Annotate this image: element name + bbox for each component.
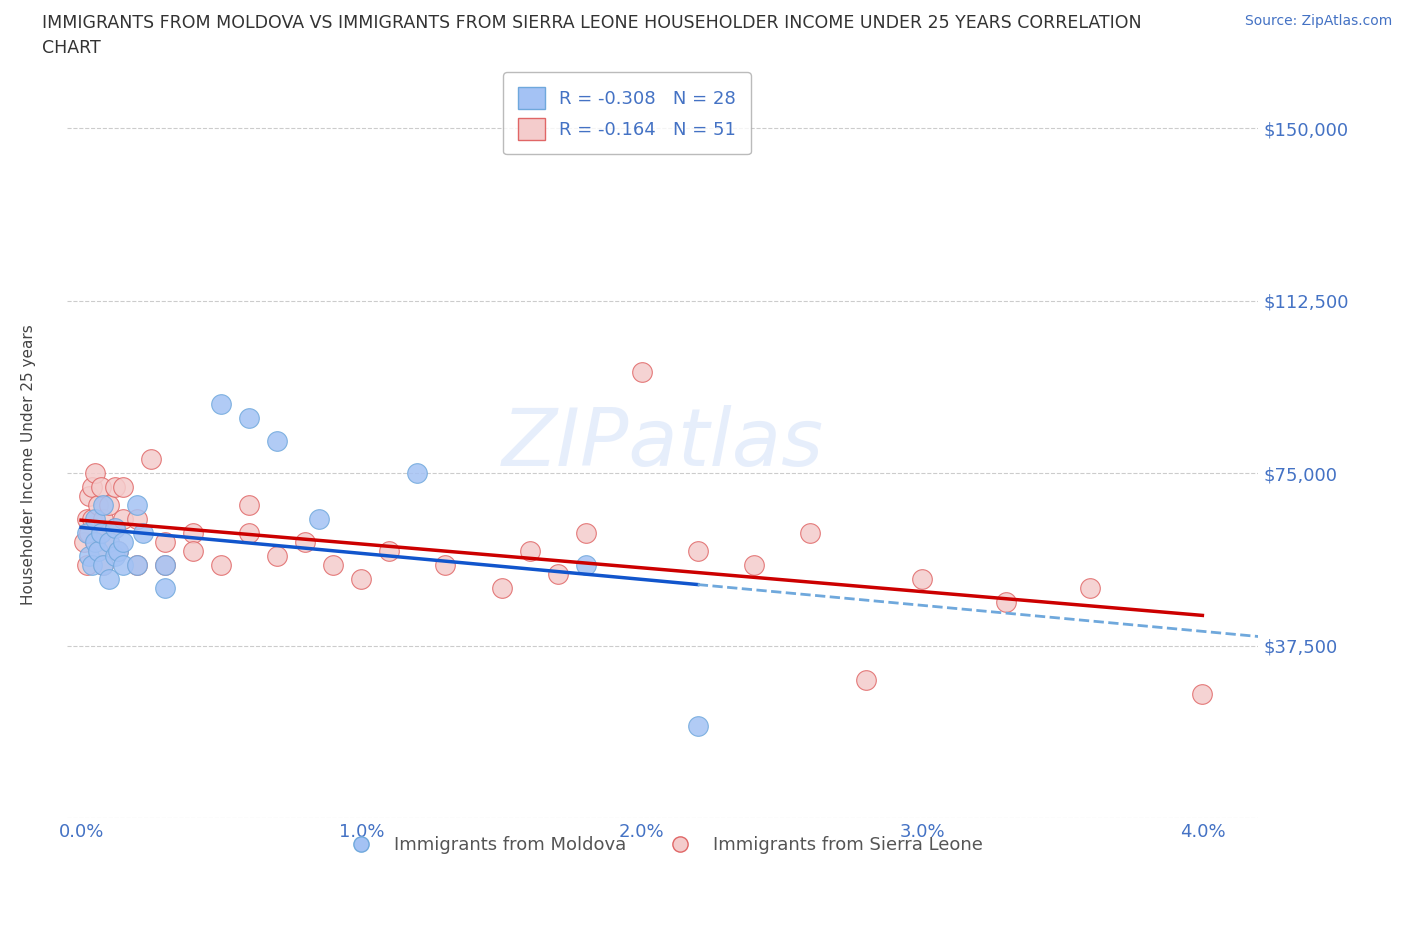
Point [1191, 686, 1213, 701]
Point [79, 549, 101, 564]
Text: Householder Income Under 25 years: Householder Income Under 25 years [21, 325, 35, 605]
Point [132, 525, 155, 540]
Point [238, 498, 260, 512]
Point [84, 512, 107, 526]
Text: Source: ZipAtlas.com: Source: ZipAtlas.com [1244, 14, 1392, 28]
Point [209, 558, 232, 573]
Point [112, 512, 135, 526]
Point [104, 521, 127, 536]
Point [90, 525, 112, 540]
Point [575, 558, 598, 573]
Point [98, 498, 121, 512]
Point [127, 558, 149, 573]
Point [153, 580, 176, 595]
Point [238, 525, 260, 540]
Point [104, 521, 127, 536]
Point [112, 480, 135, 495]
Point [104, 549, 127, 564]
Legend: Immigrants from Moldova, Immigrants from Sierra Leone: Immigrants from Moldova, Immigrants from… [336, 829, 990, 861]
Point [153, 558, 176, 573]
Point [322, 558, 344, 573]
Point [76, 558, 98, 573]
Point [742, 558, 765, 573]
Point [76, 525, 98, 540]
Point [799, 525, 821, 540]
Point [141, 452, 163, 467]
Text: IMMIGRANTS FROM MOLDOVA VS IMMIGRANTS FROM SIERRA LEONE HOUSEHOLDER INCOME UNDER: IMMIGRANTS FROM MOLDOVA VS IMMIGRANTS FR… [42, 14, 1142, 32]
Point [181, 544, 204, 559]
Point [87, 544, 110, 559]
Point [995, 594, 1018, 609]
Point [98, 535, 121, 550]
Point [308, 512, 330, 526]
Point [1078, 580, 1101, 595]
Text: ZIPatlas: ZIPatlas [502, 405, 824, 484]
Point [127, 558, 149, 573]
Point [104, 480, 127, 495]
Point [98, 572, 121, 587]
Point [855, 672, 877, 687]
Point [79, 525, 101, 540]
Point [90, 525, 112, 540]
Point [547, 567, 569, 582]
Text: CHART: CHART [42, 39, 101, 57]
Point [93, 512, 115, 526]
Point [406, 466, 429, 481]
Point [82, 480, 104, 495]
Point [107, 544, 129, 559]
Point [630, 365, 652, 379]
Point [575, 525, 598, 540]
Point [73, 535, 96, 550]
Point [107, 544, 129, 559]
Point [79, 489, 101, 504]
Point [153, 535, 176, 550]
Point [434, 558, 457, 573]
Point [76, 512, 98, 526]
Point [84, 535, 107, 550]
Point [686, 719, 709, 734]
Point [87, 498, 110, 512]
Point [112, 535, 135, 550]
Point [378, 544, 401, 559]
Point [93, 498, 115, 512]
Point [127, 498, 149, 512]
Point [519, 544, 541, 559]
Point [686, 544, 709, 559]
Point [266, 433, 288, 448]
Point [84, 466, 107, 481]
Point [181, 525, 204, 540]
Point [238, 410, 260, 425]
Point [82, 512, 104, 526]
Point [294, 535, 316, 550]
Point [266, 549, 288, 564]
Point [84, 535, 107, 550]
Point [90, 480, 112, 495]
Point [112, 558, 135, 573]
Point [127, 512, 149, 526]
Point [93, 558, 115, 573]
Point [93, 558, 115, 573]
Point [82, 558, 104, 573]
Point [153, 558, 176, 573]
Point [491, 580, 513, 595]
Point [350, 572, 373, 587]
Point [87, 544, 110, 559]
Point [209, 397, 232, 412]
Point [911, 572, 934, 587]
Point [98, 535, 121, 550]
